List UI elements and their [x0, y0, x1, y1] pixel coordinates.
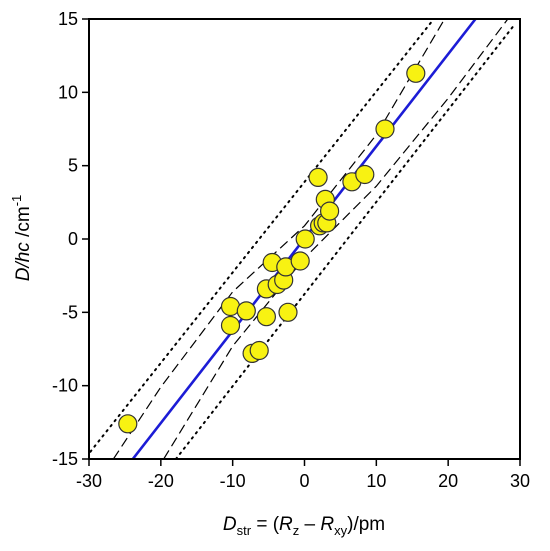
- x-tick-label: 20: [438, 471, 458, 491]
- confidence-band-upper: [112, 19, 446, 459]
- data-point: [308, 167, 328, 187]
- prediction-band-upper: [89, 19, 435, 453]
- data-point: [355, 164, 375, 185]
- y-tick-label: -10: [52, 376, 78, 396]
- data-point: [220, 296, 241, 317]
- x-tick-label: 0: [299, 471, 309, 491]
- data-point: [118, 414, 138, 434]
- y-tick-label: 15: [58, 9, 78, 29]
- data-points: [118, 63, 426, 434]
- y-axis-label: D/hc /cm-1: [9, 195, 34, 282]
- x-tick-label: 30: [510, 471, 530, 491]
- data-point: [220, 315, 241, 336]
- y-tick-label: 0: [68, 229, 78, 249]
- x-tick-label: -20: [148, 471, 174, 491]
- y-tick-label: -5: [62, 302, 78, 322]
- data-point: [256, 307, 276, 327]
- y-axis-ticks: -15 -10 -5 0 5 10 15: [52, 9, 89, 469]
- y-tick-label: 10: [58, 82, 78, 102]
- x-axis-ticks: -30 -20 -10 0 10 20 30: [76, 459, 530, 491]
- y-tick-label: -15: [52, 449, 78, 469]
- data-point: [236, 301, 256, 321]
- data-point: [406, 63, 426, 83]
- data-point: [320, 201, 340, 221]
- data-point: [375, 119, 395, 139]
- x-tick-label: -30: [76, 471, 102, 491]
- band-lines: [89, 19, 516, 459]
- data-point: [249, 340, 269, 361]
- y-tick-label: 5: [68, 156, 78, 176]
- data-point: [295, 229, 315, 249]
- confidence-band-lower: [163, 19, 509, 459]
- x-tick-label: 10: [366, 471, 386, 491]
- x-tick-label: -10: [220, 471, 246, 491]
- x-axis-label: Dstr = (Rz – Rxy)/pm: [223, 514, 385, 538]
- data-point: [290, 251, 310, 271]
- data-point: [278, 302, 298, 322]
- prediction-band-lower: [174, 23, 516, 459]
